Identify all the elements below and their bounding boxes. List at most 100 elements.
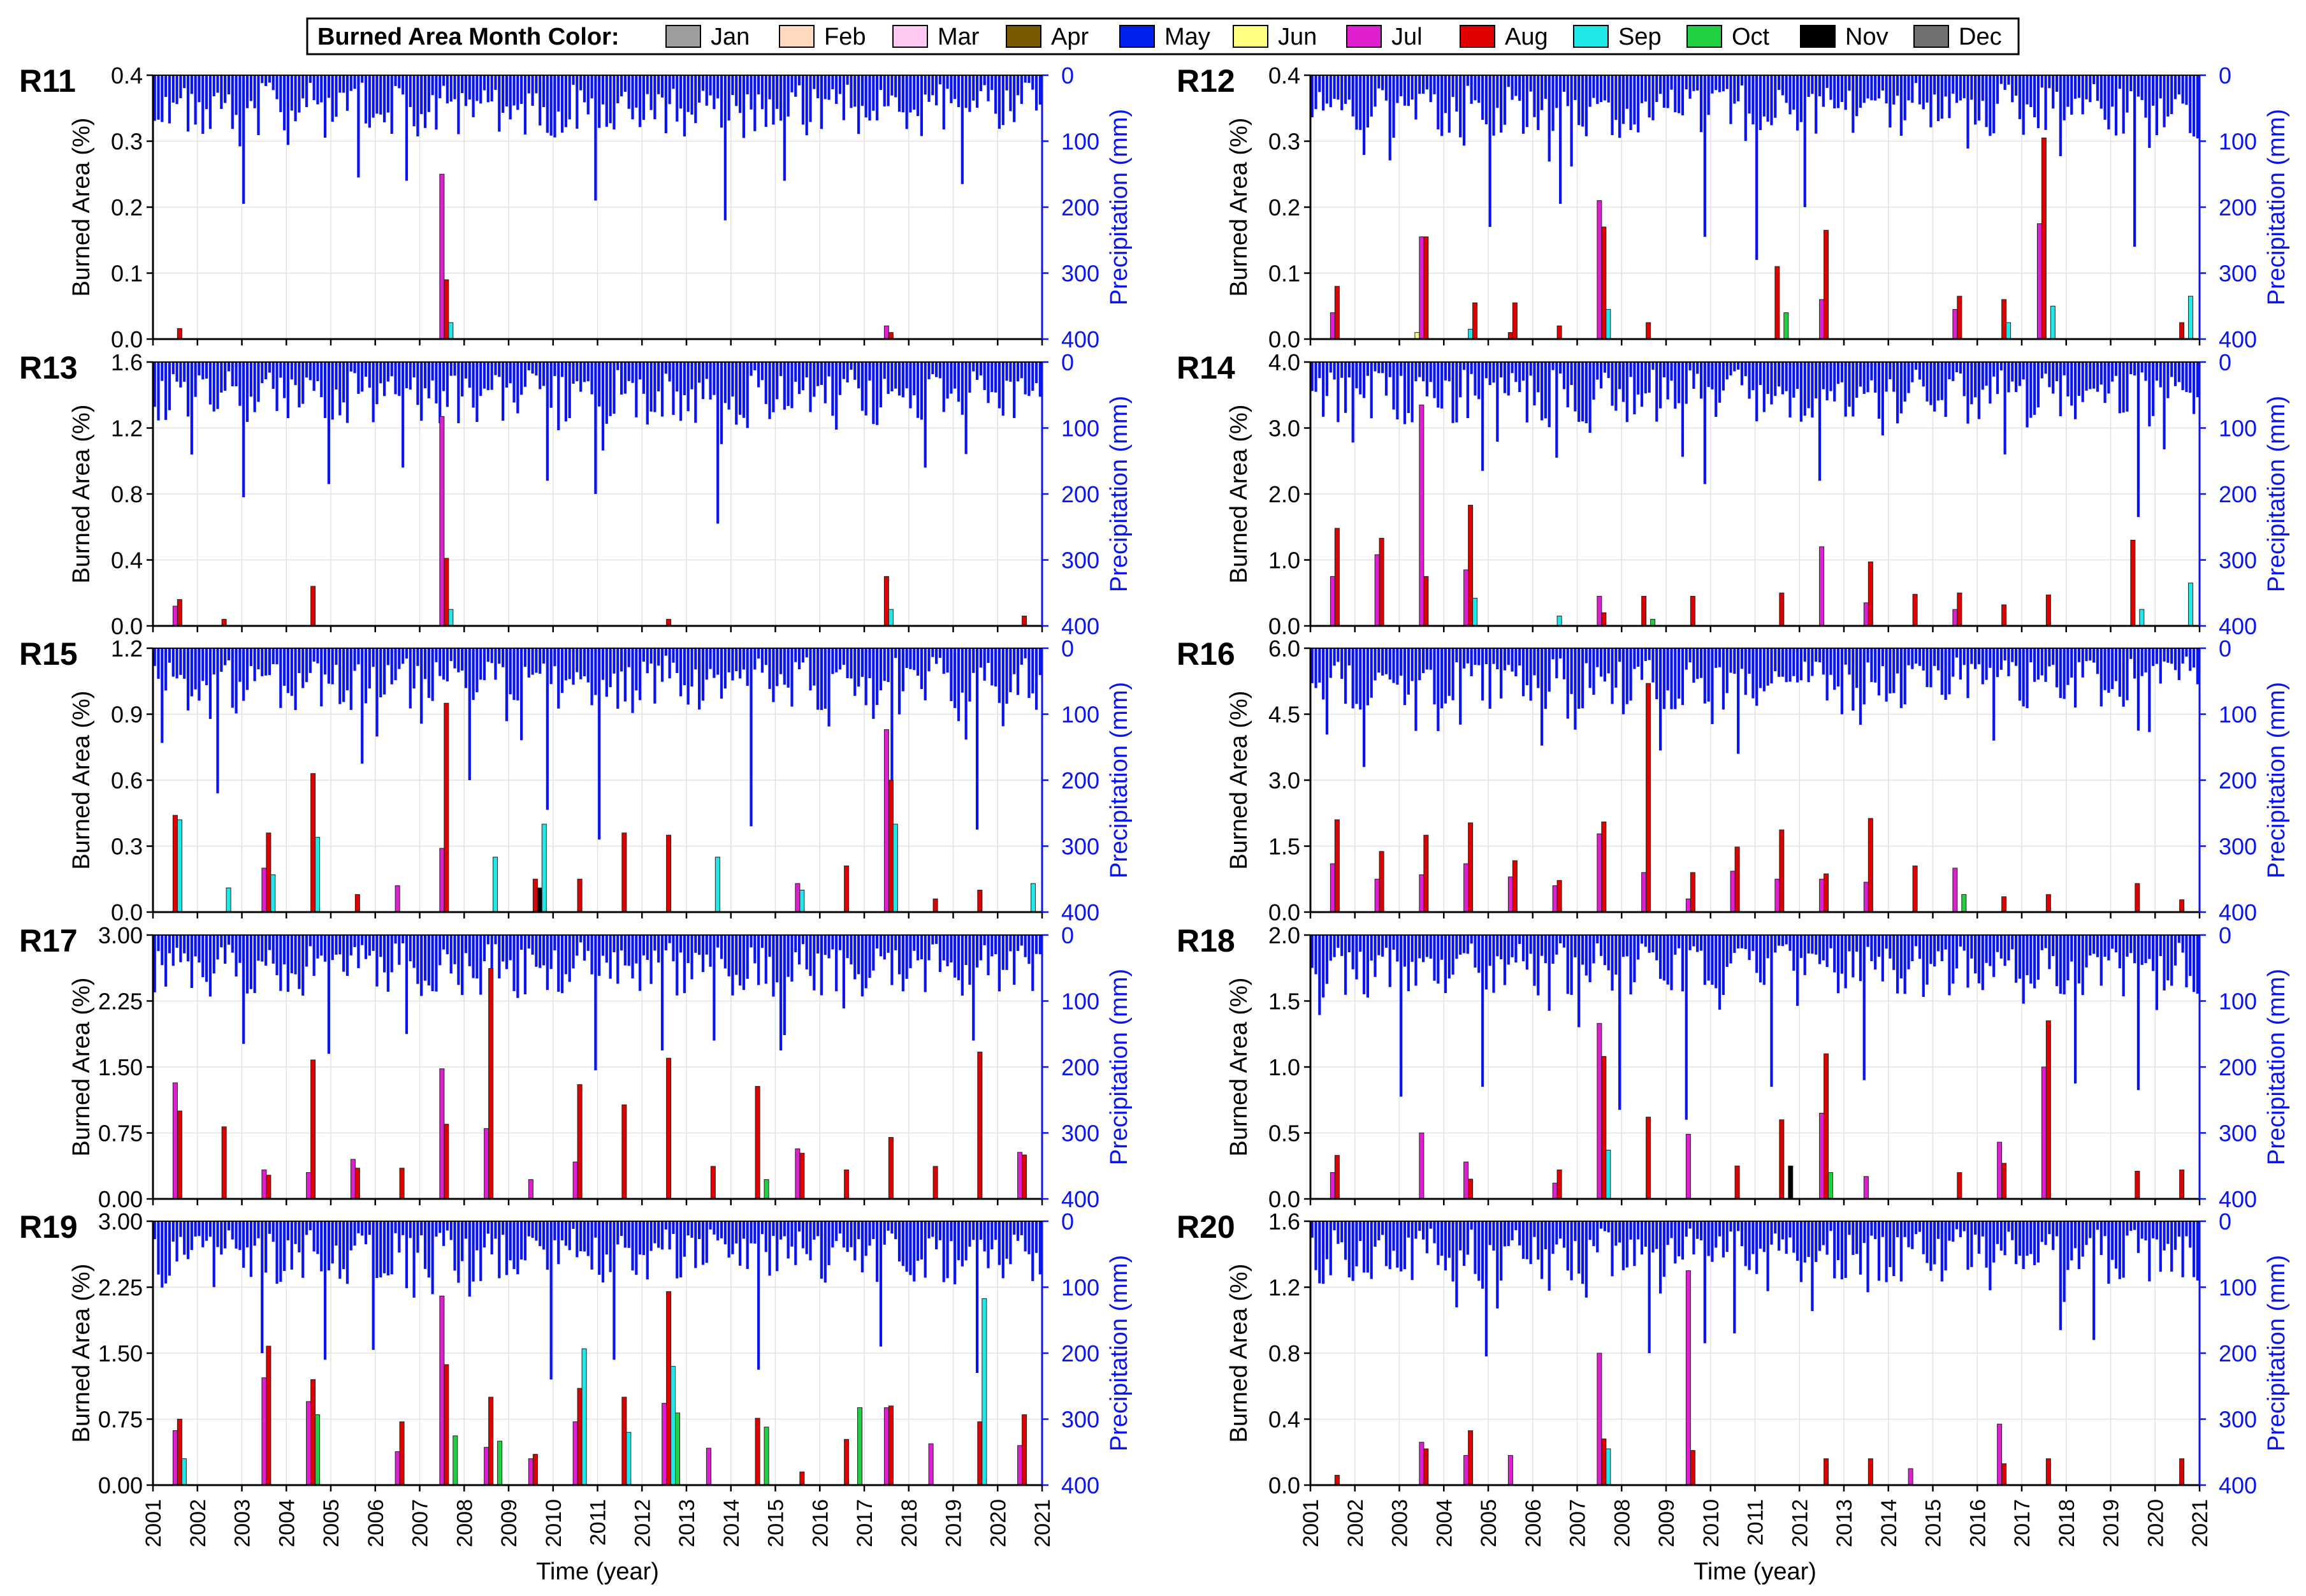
y-tick-label: 0.5 <box>1268 1121 1300 1147</box>
precip-bar <box>1488 362 1491 386</box>
precip-bar <box>735 648 738 672</box>
precip-bar <box>1521 75 1525 134</box>
precip-bar <box>457 1221 460 1283</box>
precip-bar <box>2144 75 2147 118</box>
precip-bar <box>797 1221 801 1232</box>
precip-bar <box>501 935 505 962</box>
burned-bar-jul <box>1463 863 1469 913</box>
precip-bar <box>1351 935 1354 969</box>
precip-bar <box>331 1221 334 1264</box>
precip-bar <box>1996 648 1999 678</box>
precip-bar <box>1733 1221 1736 1333</box>
precip-bar <box>1777 648 1781 677</box>
precip-tick-label: 0 <box>1061 1208 1074 1235</box>
precip-bar <box>1788 648 1792 682</box>
precip-bar <box>398 1221 401 1253</box>
burned-bar-aug <box>488 1396 494 1486</box>
precip-bar <box>723 75 727 221</box>
precip-bar <box>472 75 475 117</box>
precip-bar <box>1799 1221 1803 1282</box>
precip-bar <box>2173 648 2177 671</box>
precip-bar <box>1020 1221 1023 1235</box>
precip-bar <box>686 1221 690 1236</box>
x-tick-label: 2021 <box>1031 1499 1055 1548</box>
precip-bar <box>1829 1221 1832 1231</box>
y2-axis-label: Precipitation (mm) <box>1106 396 1133 592</box>
precip-bar <box>1500 362 1503 378</box>
precip-bar <box>1451 935 1454 975</box>
precip-bar <box>646 935 649 961</box>
precip-bar <box>735 935 738 975</box>
precip-bar <box>1748 935 1751 961</box>
precip-bar <box>420 362 423 421</box>
precip-bar <box>1944 362 1947 417</box>
burned-bar-jul <box>306 1172 312 1200</box>
precip-bar <box>897 75 901 112</box>
precip-bar <box>1318 1221 1321 1284</box>
precip-bar <box>672 75 675 89</box>
precip-bar <box>1703 75 1706 237</box>
precip-bar <box>368 935 371 956</box>
precip-bar <box>1948 935 1951 996</box>
precip-bar <box>1425 75 1428 90</box>
precip-bar <box>2192 648 2196 668</box>
precip-bar <box>1877 1221 1881 1281</box>
precip-bar <box>261 1221 264 1353</box>
precip-bar <box>1974 648 1977 669</box>
precip-bar <box>2048 75 2051 89</box>
precip-bar <box>572 362 575 384</box>
precip-bar <box>1031 648 1034 693</box>
precip-bar <box>809 1221 812 1261</box>
precip-bar <box>2096 935 2099 957</box>
burned-bar-sep <box>1031 883 1036 913</box>
precip-bar <box>646 648 649 674</box>
precip-bar <box>1825 75 1829 88</box>
precip-bar <box>1852 1221 1855 1255</box>
precip-bar <box>805 362 808 378</box>
precip-bar <box>576 362 579 382</box>
precip-tick-label: 100 <box>2219 989 2257 1015</box>
precip-bar <box>1447 648 1451 696</box>
burned-bar-aug <box>2001 604 2007 627</box>
precip-bar <box>372 1221 375 1350</box>
precip-bar <box>776 75 779 109</box>
precip-bar <box>1551 648 1555 660</box>
y-tick-label: 0.75 <box>98 1121 143 1147</box>
precip-bar <box>1970 1221 1973 1267</box>
precip-bar <box>279 362 282 378</box>
precip-bar <box>431 362 434 381</box>
y-axis-label: Burned Area (%) <box>1226 405 1252 584</box>
precip-bar <box>1410 75 1414 100</box>
burned-bar-jul <box>439 416 445 627</box>
precip-bar <box>779 1221 783 1240</box>
precip-bar <box>716 1221 720 1241</box>
burned-bar-oct <box>497 1440 503 1486</box>
precip-tick-label: 300 <box>2219 1407 2257 1433</box>
precip-bar <box>2070 1221 2073 1261</box>
precip-bar <box>409 935 412 962</box>
precip-bar <box>586 75 590 115</box>
x-tick-label: 2006 <box>364 1499 388 1548</box>
burned-bar-aug <box>710 1166 716 1200</box>
precip-bar <box>1788 362 1792 417</box>
precip-bar <box>1544 935 1547 964</box>
precip-bar <box>794 362 797 382</box>
precip-bar <box>1915 75 1918 83</box>
precip-bar <box>1718 75 1722 92</box>
precip-bar <box>1633 648 1636 669</box>
precip-bar <box>453 1221 456 1271</box>
y-tick-label: 0.0 <box>1268 899 1300 925</box>
precip-bar <box>557 1221 560 1265</box>
precip-bar <box>653 935 656 951</box>
x-tick-label: 2015 <box>1922 1499 1946 1548</box>
precip-bar <box>305 648 308 683</box>
precip-bar <box>439 1221 442 1233</box>
precip-bar <box>1381 648 1384 676</box>
precip-bar <box>1437 648 1440 732</box>
precip-bar <box>1959 75 1962 101</box>
precip-bar <box>216 1221 219 1247</box>
precip-bar <box>549 1221 553 1380</box>
precip-bar <box>479 75 482 104</box>
precip-bar <box>357 75 360 178</box>
precip-bar <box>1685 1221 1688 1237</box>
